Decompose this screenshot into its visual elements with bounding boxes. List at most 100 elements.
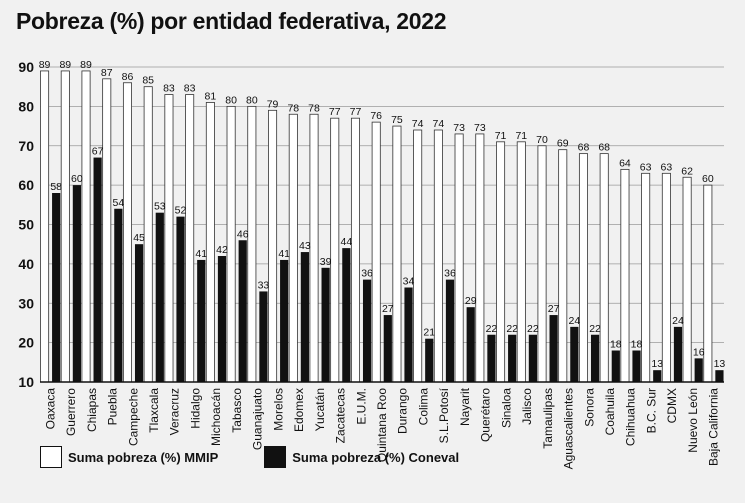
legend-swatch-mmip [40,446,62,468]
legend-label-mmip: Suma pobreza (%) MMIP [68,449,219,465]
data-label-coneval-31: 16 [693,346,705,358]
data-label-coneval-22: 22 [506,323,518,335]
x-tick-label-9: Tabasco [230,388,244,433]
data-label-mmip-31: 62 [681,165,693,177]
data-label-coneval-10: 33 [258,279,270,291]
bar-coneval-27 [611,350,620,382]
x-tick-label-12: Edomex [292,388,306,432]
bar-mmip-13 [309,113,319,383]
bar-mmip-6 [164,94,174,383]
x-tick-label-7: Hidalgo [188,388,202,429]
data-label-mmip-28: 64 [619,157,631,169]
y-tick-label-10: 10 [18,374,34,390]
bar-mmip-23 [516,141,526,383]
bar-mmip-29 [641,172,651,383]
y-tick-label-60: 60 [18,177,34,193]
data-label-coneval-32: 13 [714,358,726,370]
data-label-coneval-19: 36 [444,268,456,280]
x-tick-label-16: Quintana Roo [375,388,389,462]
bar-mmip-24 [537,145,547,383]
data-label-mmip-15: 77 [350,106,362,118]
bar-mmip-8 [205,102,215,383]
x-tick-label-20: Nayarit [458,387,472,426]
bar-coneval-8 [217,256,227,382]
axes: 10 20 30 40 50 60 70 80 90 Oaxaca Guerrero Chiapas P… [18,59,724,469]
bar-coneval-11 [280,259,289,382]
x-tick-label-1: Guerrero [64,388,78,436]
data-label-coneval-8: 42 [216,244,228,256]
data-label-coneval-9: 46 [237,228,249,240]
data-label-mmip-12: 78 [287,102,299,114]
bar-coneval-20 [466,307,475,382]
bar-coneval-18 [425,338,434,382]
data-label-mmip-20: 73 [453,122,465,134]
bar-coneval-26 [590,334,600,382]
data-label-mmip-25: 69 [557,138,569,150]
data-label-coneval-20: 29 [465,295,477,307]
data-label-coneval-17: 34 [403,276,415,288]
data-label-mmip-19: 74 [433,118,445,130]
bar-coneval-0 [52,193,61,382]
x-tick-label-13: Yucatán [313,388,327,431]
data-label-mmip-29: 63 [640,161,652,173]
bar-mmip-30 [661,172,671,383]
data-label-mmip-23: 71 [515,130,527,142]
bar-mmip-25 [558,149,568,383]
bar-mmip-7 [185,94,195,383]
data-label-coneval-30: 24 [672,315,684,327]
legend-swatch-coneval [264,446,287,468]
data-label-coneval-16: 27 [382,303,394,315]
data-label-mmip-8: 81 [205,90,217,102]
bar-coneval-4 [134,244,144,382]
bar-mmip-14 [330,117,340,383]
bar-coneval-1 [72,185,81,382]
bar-mmip-15 [350,117,360,383]
x-tick-label-5: Tlaxcala [147,388,161,433]
x-tick-label-27: Coahuila [603,388,617,436]
data-label-coneval-0: 58 [50,181,62,193]
data-label-coneval-14: 44 [341,236,353,248]
bar-mmip-2 [81,70,91,383]
x-tick-label-6: Veracruz [168,388,182,435]
x-tick-label-22: Sinaloa [499,388,513,428]
x-tick-label-31: Nuevo León [686,388,700,453]
data-label-mmip-10: 80 [246,94,258,106]
data-label-mmip-7: 83 [184,83,196,95]
bar-coneval-24 [549,315,558,382]
bar-coneval-29 [653,370,662,382]
data-label-mmip-1: 89 [59,59,71,71]
data-label-mmip-24: 70 [536,134,548,146]
data-label-coneval-23: 22 [527,323,539,335]
y-tick-label-50: 50 [18,217,34,233]
data-label-mmip-14: 77 [329,106,341,118]
data-label-coneval-2: 67 [92,146,104,158]
data-label-coneval-24: 27 [548,303,560,315]
data-label-mmip-11: 79 [267,98,279,110]
bar-mmip-18 [413,129,423,383]
data-label-mmip-3: 87 [101,67,113,79]
x-tick-label-17: Durango [396,388,410,434]
bar-mmip-17 [392,125,402,383]
bar-mmip-27 [599,153,609,383]
data-label-coneval-27: 18 [610,339,622,351]
data-label-coneval-15: 36 [361,268,373,280]
data-label-mmip-17: 75 [391,114,403,126]
x-tick-label-15: E.U.M. [354,388,368,425]
data-label-coneval-4: 45 [133,232,145,244]
x-tick-label-2: Chiapas [85,388,99,432]
legend-item-mmip: Suma pobreza (%) MMIP [40,446,218,468]
data-label-mmip-0: 89 [39,59,51,71]
bar-mmip-12 [288,113,298,383]
data-label-coneval-5: 53 [154,201,166,213]
data-label-coneval-3: 54 [113,197,125,209]
x-tick-label-19: S.L.Potosí [437,387,451,443]
bar-coneval-16 [383,315,392,382]
x-tick-label-29: B.C. Sur [644,388,658,433]
data-label-mmip-26: 68 [578,142,590,154]
x-tick-label-28: Chihuahua [624,388,638,446]
bar-mmip-32 [703,184,713,383]
x-tick-label-21: Querétaro [479,388,493,442]
bar-coneval-12 [300,252,309,382]
data-label-mmip-16: 76 [370,110,382,122]
bar-coneval-22 [508,334,517,382]
